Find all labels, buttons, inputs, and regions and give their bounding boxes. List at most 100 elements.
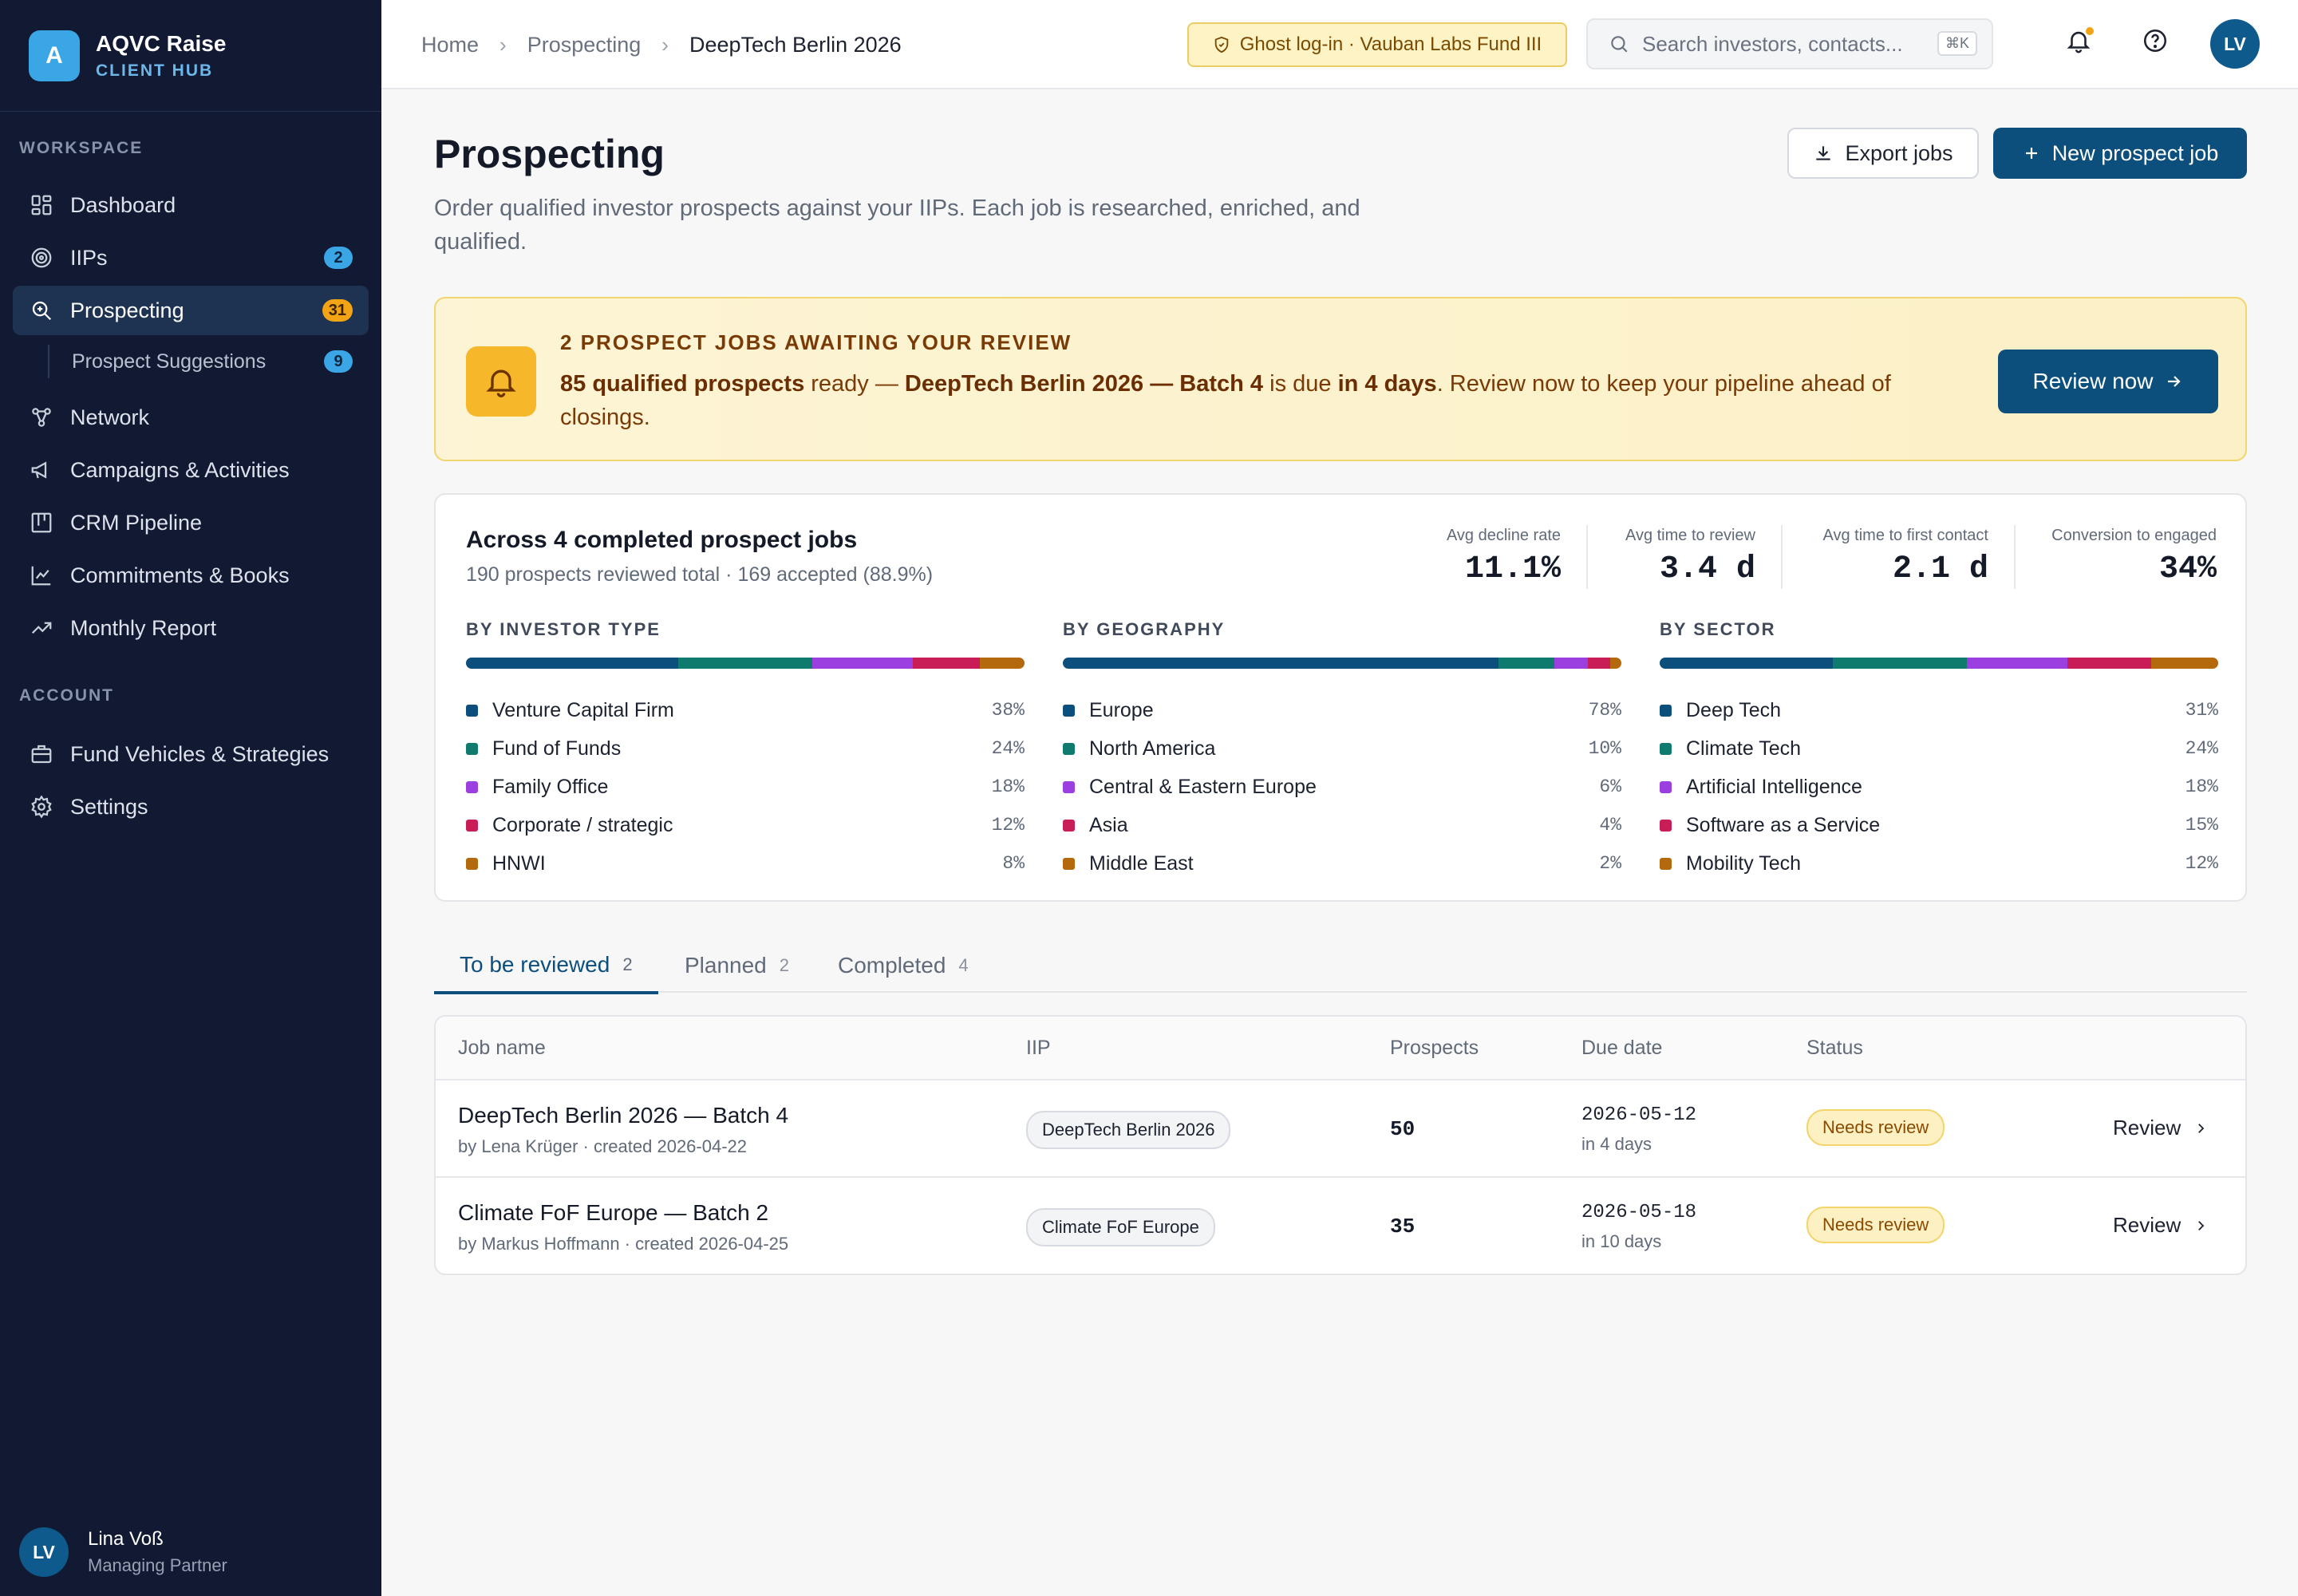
tab-to-be-reviewed[interactable]: To be reviewed 2 — [434, 938, 658, 994]
table-row[interactable]: DeepTech Berlin 2026 — Batch 4 by Lena K… — [436, 1080, 2245, 1178]
legend-percent: 18% — [2185, 776, 2218, 797]
legend-percent: 6% — [1599, 776, 1621, 797]
ghost-login-badge[interactable]: Ghost log-in · Vauban Labs Fund III — [1187, 22, 1567, 67]
sidebar-item-iips[interactable]: IIPs 2 — [13, 233, 369, 282]
legend-row: Deep Tech 31% — [1660, 691, 2218, 729]
column-header-iip[interactable]: IIP — [1026, 1036, 1051, 1059]
legend-swatch — [1660, 857, 1672, 870]
job-name[interactable]: Climate FoF Europe — Batch 2 — [458, 1200, 769, 1225]
search-icon — [29, 298, 54, 323]
sidebar-item-campaigns[interactable]: Campaigns & Activities — [13, 445, 369, 495]
review-now-button[interactable]: Review now — [1998, 350, 2218, 413]
sidebar-item-monthly-report[interactable]: Monthly Report — [13, 603, 369, 653]
alert-text: ready — — [804, 371, 905, 397]
search-icon — [1611, 36, 1628, 53]
sidebar-item-fund-vehicles[interactable]: Fund Vehicles & Strategies — [13, 729, 369, 779]
download-icon — [1816, 146, 1831, 160]
sidebar-item-dashboard[interactable]: Dashboard — [13, 180, 369, 230]
legend-label: Corporate / strategic — [492, 813, 673, 836]
search-input[interactable] — [1642, 31, 1953, 57]
iip-tag[interactable]: DeepTech Berlin 2026 — [1026, 1111, 1231, 1149]
sidebar-item-prospecting[interactable]: Prospecting 31 — [13, 286, 369, 335]
legend-swatch — [1063, 819, 1075, 832]
sidebar-item-prospect-suggestions[interactable]: Prospect Suggestions 9 — [13, 338, 369, 385]
jobs-table: Job name IIP Prospects Due date Status D… — [434, 1015, 2247, 1275]
legend-swatch — [466, 742, 478, 755]
kpi-value: 3.4 d — [1659, 551, 1755, 587]
sidebar-item-settings[interactable]: Settings — [13, 782, 369, 832]
kpi-label: Avg decline rate — [1446, 527, 1561, 544]
chevron-right-icon — [2198, 1220, 2205, 1231]
sidebar-item-network[interactable]: Network — [13, 393, 369, 442]
tab-count: 4 — [958, 955, 969, 975]
legend-swatch — [1063, 857, 1075, 870]
sidebar-item-commitments[interactable]: Commitments & Books — [13, 551, 369, 600]
brand[interactable]: A AQVC Raise CLIENT HUB — [0, 0, 381, 112]
column-header-job-name[interactable]: Job name — [458, 1036, 546, 1059]
breadcrumb-prospecting[interactable]: Prospecting — [527, 32, 642, 57]
global-search[interactable]: ⌘K — [1586, 18, 1993, 69]
sidebar-item-crm-pipeline[interactable]: CRM Pipeline — [13, 498, 369, 547]
chart-line-icon — [29, 563, 54, 588]
review-row-button[interactable]: Review — [2113, 1213, 2208, 1238]
review-row-button[interactable]: Review — [2113, 1116, 2208, 1140]
notifications-button[interactable] — [2065, 27, 2094, 54]
kpi-label: Avg time to review — [1625, 527, 1755, 544]
trend-icon — [29, 615, 54, 641]
tab-planned[interactable]: Planned 2 — [659, 938, 815, 993]
sidebar-item-label: Network — [70, 405, 150, 429]
search-shortcut: ⌘K — [1937, 31, 1977, 56]
new-prospect-job-button[interactable]: New prospect job — [1993, 128, 2247, 179]
bar-segment — [2151, 658, 2218, 669]
breakdown-legend: Europe 78% North America 10% Central & Easte… — [1063, 691, 1621, 883]
bar-segment — [1660, 658, 1833, 669]
job-name[interactable]: DeepTech Berlin 2026 — Batch 4 — [458, 1103, 789, 1128]
kpi-label: Conversion to engaged — [2051, 527, 2217, 544]
bar-segment — [1833, 658, 1967, 669]
export-jobs-button[interactable]: Export jobs — [1787, 128, 1979, 179]
user-profile[interactable]: LV Lina Voß Managing Partner — [19, 1527, 227, 1577]
review-alert: 2 PROSPECT JOBS AWAITING YOUR REVIEW 85 … — [434, 297, 2247, 461]
help-button[interactable] — [2142, 27, 2169, 54]
kpi-label: Avg time to first contact — [1822, 527, 1989, 544]
legend-label: Venture Capital Firm — [492, 698, 674, 721]
account-section-label: ACCOUNT — [19, 686, 114, 705]
breadcrumb: Home › Prospecting › DeepTech Berlin 202… — [421, 0, 902, 89]
tab-label: Planned — [685, 953, 767, 978]
legend-row: Software as a Service 15% — [1660, 806, 2218, 844]
sidebar-item-label: CRM Pipeline — [70, 510, 203, 535]
iip-tag[interactable]: Climate FoF Europe — [1026, 1208, 1215, 1246]
review-label: Review — [2113, 1116, 2182, 1140]
legend-percent: 18% — [991, 776, 1025, 797]
legend-row: Venture Capital Firm 38% — [466, 691, 1025, 729]
count-badge: 9 — [324, 350, 353, 373]
tab-completed[interactable]: Completed 4 — [812, 938, 994, 993]
bar-segment — [1610, 658, 1621, 669]
new-prospect-job-label: New prospect job — [2051, 140, 2219, 165]
breakdown-legend: Deep Tech 31% Climate Tech 24% Artificial In… — [1660, 691, 2218, 883]
legend-label: Central & Eastern Europe — [1089, 775, 1317, 798]
legend-row: Europe 78% — [1063, 691, 1621, 729]
bell-icon — [466, 346, 536, 417]
page-title: Prospecting — [434, 132, 665, 176]
legend-percent: 4% — [1599, 815, 1621, 836]
megaphone-icon — [29, 457, 54, 483]
legend-row: Family Office 18% — [466, 768, 1025, 806]
avatar[interactable]: LV — [2210, 19, 2260, 69]
column-header-due-date[interactable]: Due date — [1581, 1036, 1663, 1059]
legend-row: Corporate / strategic 12% — [466, 806, 1025, 844]
sidebar-item-label: Prospect Suggestions — [72, 350, 267, 373]
table-row[interactable]: Climate FoF Europe — Batch 2 by Markus H… — [436, 1178, 2245, 1274]
notification-dot — [2086, 27, 2094, 35]
kpi-value: 2.1 d — [1892, 551, 1988, 587]
tab-count: 2 — [779, 955, 790, 975]
legend-label: Asia — [1089, 813, 1128, 836]
alert-due: in 4 days — [1337, 371, 1437, 397]
breadcrumb-home[interactable]: Home — [421, 32, 480, 57]
bar-segment — [1498, 658, 1554, 669]
bar-segment — [1588, 658, 1610, 669]
tab-label: Completed — [838, 953, 946, 978]
column-header-status[interactable]: Status — [1806, 1036, 1863, 1059]
column-header-prospects[interactable]: Prospects — [1390, 1036, 1479, 1059]
job-meta: by Markus Hoffmann · created 2026-04-25 — [458, 1234, 789, 1254]
